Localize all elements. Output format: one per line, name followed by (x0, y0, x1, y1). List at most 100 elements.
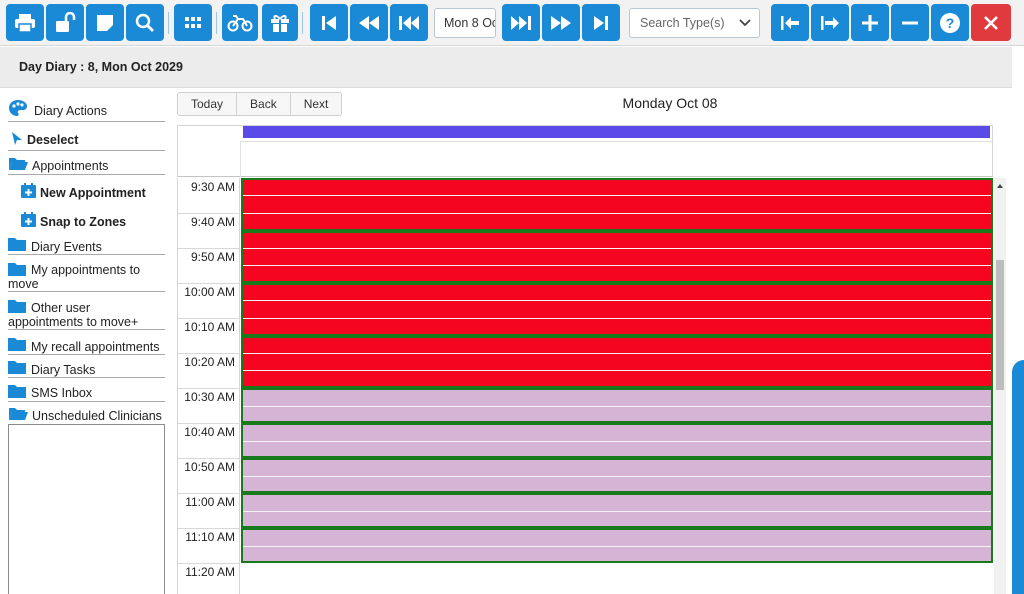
printer-icon (15, 13, 35, 33)
divider (240, 141, 241, 177)
unlock-icon (56, 11, 76, 32)
bike-button[interactable] (222, 4, 258, 41)
booked-appointment[interactable] (241, 283, 993, 336)
all-day-header (177, 125, 993, 177)
today-button[interactable]: Today (178, 93, 238, 115)
last-button[interactable] (582, 4, 620, 41)
sidebar-item-diary-actions[interactable]: Diary Actions (8, 96, 165, 122)
slot-divider (243, 300, 991, 302)
skip-back-icon (399, 15, 419, 30)
grid-button[interactable] (174, 4, 212, 41)
note-button[interactable] (86, 4, 124, 41)
time-divider (178, 528, 240, 529)
close-icon (984, 15, 998, 30)
next-button[interactable]: Next (303, 97, 329, 111)
rewind-icon (359, 15, 379, 30)
slot-divider (243, 510, 991, 512)
time-divider (178, 563, 240, 564)
search-button[interactable] (126, 4, 164, 41)
back-button[interactable]: Back (237, 93, 291, 115)
time-divider (178, 283, 240, 284)
scrollbar[interactable] (994, 178, 1006, 594)
slot-divider (243, 212, 991, 214)
slot-grid[interactable] (240, 178, 994, 594)
folder-icon (8, 361, 26, 374)
scroll-up-icon[interactable] (997, 184, 1003, 188)
plus-icon (862, 14, 878, 31)
sidebar-item-label: My appointments to move (8, 263, 141, 291)
time-divider (178, 423, 240, 424)
previous-week-button[interactable] (390, 4, 428, 41)
sidebar-item-my-recall-appointments[interactable]: My recall appointments (8, 335, 165, 355)
sidebar-item-deselect[interactable]: Deselect (8, 129, 165, 151)
slot-divider (243, 247, 991, 249)
calendar-plus-icon (21, 183, 36, 198)
palette-icon (9, 100, 27, 116)
move-left-button[interactable] (771, 4, 809, 41)
time-label: 10:40 AM (184, 425, 235, 439)
available-slot[interactable] (241, 528, 993, 563)
help-button[interactable]: ? (931, 4, 969, 41)
folder-open-icon (9, 158, 28, 170)
print-button[interactable] (6, 4, 44, 41)
slot-divider (243, 545, 991, 547)
zoom-in-button[interactable] (851, 4, 889, 41)
rewind-button[interactable] (350, 4, 388, 41)
sidebar-item-unscheduled-clinicians[interactable]: Unscheduled Clinicians (8, 405, 165, 424)
all-day-event[interactable] (243, 126, 990, 138)
available-slot[interactable] (241, 423, 993, 458)
sidebar-item-label: Snap to Zones (40, 215, 127, 229)
separator (302, 12, 303, 34)
separator (216, 12, 217, 34)
booked-appointment[interactable] (241, 335, 993, 388)
available-slot[interactable] (241, 388, 993, 423)
time-label: 10:20 AM (184, 355, 235, 369)
sidebar-item-diary-events[interactable]: Diary Events (8, 235, 165, 255)
folder-icon (8, 300, 26, 313)
move-right-button[interactable] (811, 4, 849, 41)
time-divider (178, 353, 240, 354)
sidebar-item-label: Diary Tasks (31, 363, 96, 377)
time-label: 11:10 AM (185, 530, 235, 544)
gift-button[interactable] (262, 4, 298, 41)
motorbike-icon (227, 14, 253, 31)
sidebar-item-label: Diary Actions (34, 104, 107, 118)
time-label: 10:50 AM (184, 460, 235, 474)
sidebar-item-new-appointment[interactable]: New Appointment (8, 182, 165, 202)
next-week-button[interactable] (502, 4, 540, 41)
gift-icon (271, 14, 289, 32)
unlock-button[interactable] (46, 4, 84, 41)
time-divider (178, 318, 240, 319)
help-icon: ? (940, 12, 960, 33)
fast-forward-button[interactable] (542, 4, 580, 41)
sidebar-item-sms-inbox[interactable]: SMS Inbox (8, 382, 165, 402)
sidebar-item-snap-to-zones[interactable]: Snap to Zones (8, 211, 165, 231)
sidebar-item-appointments[interactable]: Appointments (8, 155, 165, 175)
sidebar-item-label: Diary Events (31, 240, 102, 254)
time-label: 11:20 AM (185, 565, 235, 579)
close-button[interactable] (971, 4, 1011, 41)
available-slot[interactable] (241, 493, 993, 528)
day-grid: 9:30 AM 9:40 AM 9:50 AM 10:00 AM 10:10 AM 10:… (177, 178, 994, 594)
available-slot[interactable] (241, 458, 993, 493)
time-label: 9:40 AM (190, 215, 235, 229)
folder-icon (8, 238, 26, 251)
search-type-select[interactable]: Search Type(s) (629, 8, 760, 38)
svg-text:?: ? (946, 15, 955, 31)
unscheduled-clinicians-list[interactable] (8, 424, 165, 594)
time-label: 11:00 AM (185, 495, 235, 509)
folder-icon (8, 385, 26, 398)
slot-divider (243, 317, 991, 319)
first-button[interactable] (310, 4, 348, 41)
date-input[interactable]: Mon 8 Oct 2029 (434, 8, 496, 38)
time-label: 10:00 AM (184, 285, 235, 299)
booked-appointment[interactable] (241, 230, 993, 283)
zoom-out-button[interactable] (891, 4, 929, 41)
booked-appointment[interactable] (241, 178, 993, 231)
sidebar-item-my-appointments-to-move[interactable]: My appointments to move (8, 260, 165, 292)
sidebar-item-diary-tasks[interactable]: Diary Tasks (8, 358, 165, 378)
time-divider (178, 213, 240, 214)
scrollbar-thumb[interactable] (996, 260, 1004, 390)
sidebar-item-other-user-appointments[interactable]: Other user appointments to move+ (8, 297, 165, 330)
skip-forward-icon (511, 15, 531, 30)
